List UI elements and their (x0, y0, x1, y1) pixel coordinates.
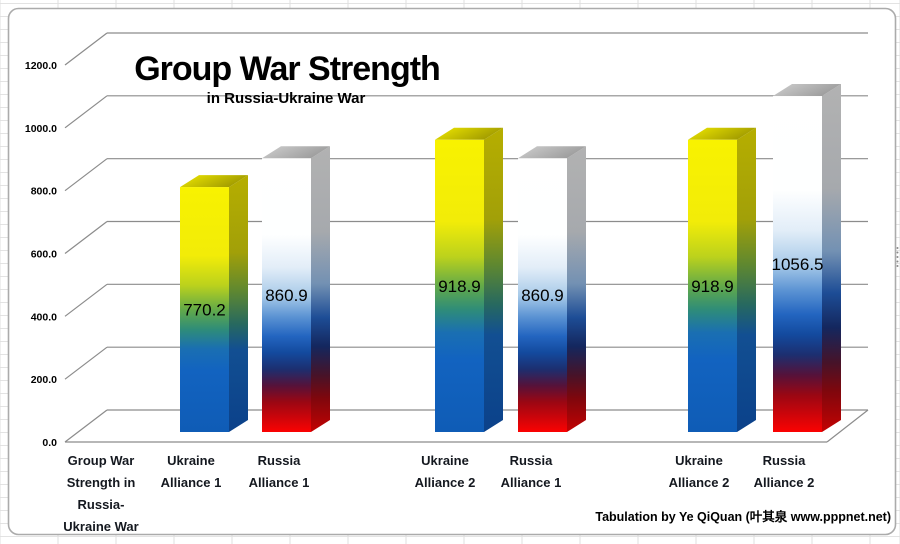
bar-front-face (688, 139, 737, 432)
y-tick-label: 1000.0 (25, 123, 57, 135)
bar-side-face (822, 84, 841, 433)
y-tick-label: 0.0 (42, 437, 57, 449)
bar-value-label: 1056.5 (772, 255, 824, 274)
bar-side-face (737, 127, 756, 433)
bar-value-label: 860.9 (265, 286, 308, 305)
bar-value-label: 918.9 (691, 277, 734, 296)
category-label: Group War Strength in Russia-Ukraine War (63, 453, 138, 534)
bar-top-face (688, 127, 756, 140)
bar-side-face (484, 127, 503, 433)
category-label: Russia Alliance 1 (249, 453, 310, 490)
bar-value-label: 918.9 (438, 277, 481, 296)
bar-top-face (773, 84, 841, 97)
axis-floor-lines (65, 409, 869, 443)
y-tick-label: 600.0 (31, 249, 57, 261)
bar-top-face (180, 175, 248, 188)
tabulation-credit: Tabulation by Ye QiQuan (叶其泉 www.pppnet.… (595, 509, 891, 524)
category-axis-labels: Group War Strength in Russia-Ukraine War Uk… (63, 453, 814, 534)
bar-russia-alliance-1-4: 860.9 (518, 146, 586, 432)
chart-title: Group War Strength (134, 50, 440, 88)
bar-value-label: 770.2 (183, 301, 226, 320)
bar-front-face (518, 158, 567, 432)
bar-russia-alliance-1-2: 860.9 (262, 146, 330, 432)
y-tick-label: 400.0 (31, 311, 57, 323)
category-label: Ukraine Alliance 2 (669, 453, 730, 490)
bar-top-face (518, 146, 586, 159)
bar-side-face (311, 146, 330, 432)
category-label: Ukraine Alliance 2 (415, 453, 476, 490)
bar-ukraine-alliance-2-5: 918.9 (688, 127, 756, 433)
y-axis-tick-labels: 1200.0 1000.0 800.0 600.0 400.0 200.0 0.0 (25, 60, 57, 449)
bar-ukraine-alliance-2-3: 918.9 (435, 127, 503, 433)
bar-front-face (773, 96, 822, 433)
bar-front-face (435, 139, 484, 432)
bar-top-face (435, 127, 503, 140)
chart-subtitle: in Russia-Ukraine War (207, 90, 366, 107)
bar-side-face (567, 146, 586, 432)
category-label: Ukraine Alliance 1 (161, 453, 222, 490)
bar-ukraine-alliance-1-1: 770.2 (180, 175, 248, 432)
bar-top-face (262, 146, 330, 159)
bar-series: 770.2 860.9 918.9 860.9 918.9 1056.5 (180, 84, 841, 433)
bar-side-face (229, 175, 248, 432)
bar-front-face (262, 158, 311, 432)
category-label: Russia Alliance 2 (754, 453, 815, 490)
y-tick-label: 1200.0 (25, 60, 57, 72)
y-tick-label: 800.0 (31, 186, 57, 198)
bar-value-label: 860.9 (521, 286, 564, 305)
bar-russia-alliance-2-6: 1056.5 (772, 84, 841, 433)
category-label: Russia Alliance 1 (501, 453, 562, 490)
bar-front-face (180, 187, 229, 432)
y-tick-label: 200.0 (31, 374, 57, 386)
sheet-edge-dots (896, 247, 899, 267)
